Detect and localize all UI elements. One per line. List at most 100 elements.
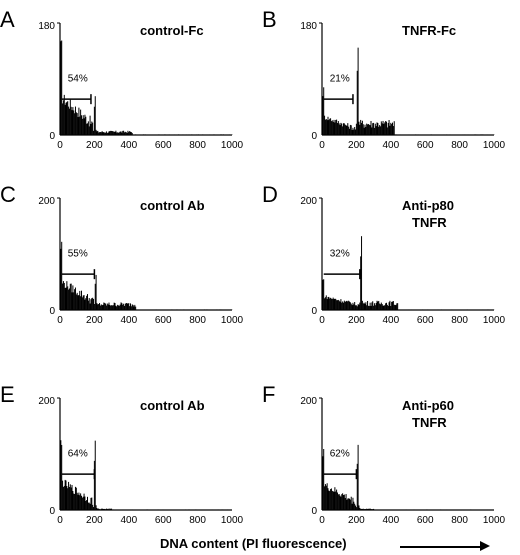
histogram-bar	[337, 494, 339, 510]
histogram-bar	[84, 114, 86, 135]
histogram-bar	[340, 299, 342, 310]
histogram-bar	[397, 303, 399, 310]
histogram-bar	[89, 303, 91, 310]
histogram-bar	[70, 106, 72, 135]
histogram-bar	[353, 129, 355, 135]
histogram-bar	[360, 119, 362, 135]
histogram-bar	[330, 298, 332, 310]
histogram-bar	[97, 508, 99, 510]
histogram-bar	[390, 122, 392, 135]
histogram-bar	[68, 481, 70, 510]
histogram-bar	[360, 256, 362, 310]
histogram-bar	[96, 131, 98, 135]
histogram-bar	[349, 301, 351, 310]
histogram-bar	[69, 484, 71, 510]
histogram-bar	[343, 494, 345, 510]
histogram-bar	[367, 124, 369, 135]
histogram-bar	[322, 279, 324, 310]
histogram-bar	[90, 299, 92, 310]
histogram-bar	[103, 132, 105, 135]
histogram-bar	[80, 109, 82, 135]
histogram-bar	[352, 302, 354, 310]
histogram-bar	[111, 305, 113, 310]
histogram-bar	[332, 121, 334, 135]
histogram-bar	[336, 300, 338, 310]
histogram-bar	[324, 484, 326, 510]
histogram-bar	[121, 303, 123, 310]
histogram-bar	[105, 508, 107, 510]
histogram-bar	[134, 304, 136, 310]
histogram-bar	[351, 305, 353, 310]
histogram-bar	[388, 120, 390, 135]
histogram-bar	[385, 302, 387, 310]
gate-percent-label: 62%	[330, 448, 350, 459]
histogram-bar	[348, 126, 350, 135]
histogram-bar	[384, 122, 386, 135]
histogram-bar	[69, 99, 71, 135]
histogram-bar	[387, 305, 389, 310]
histogram-bar	[324, 486, 326, 510]
histogram-bar	[330, 488, 332, 510]
histogram-bar	[333, 491, 335, 510]
histogram-bar	[359, 507, 361, 510]
x-tick-label: 800	[451, 315, 468, 326]
histogram-bar	[73, 292, 75, 310]
histogram-bar	[117, 305, 119, 310]
histogram-bar	[365, 302, 367, 310]
histogram-bar	[91, 298, 93, 310]
histogram-bar	[355, 505, 357, 510]
histogram-bar	[63, 94, 65, 135]
gate-percent-label: 21%	[330, 73, 350, 84]
histogram-bar	[62, 480, 64, 510]
histogram-bar	[331, 298, 333, 310]
histogram-bar	[368, 124, 370, 135]
histogram-bar	[345, 494, 347, 510]
x-tick-label: 200	[86, 315, 103, 326]
histogram-bar	[64, 287, 66, 310]
histogram-bar	[349, 124, 351, 135]
x-tick-label: 1000	[483, 315, 506, 326]
histogram-bar	[127, 303, 129, 310]
y-tick-label: 180	[300, 21, 317, 32]
histogram-bar	[349, 302, 351, 310]
histogram-bar	[366, 123, 368, 135]
histogram-bar	[109, 508, 111, 510]
histogram-bar	[324, 119, 326, 135]
panel-letter: D	[262, 182, 278, 207]
histogram-bar	[96, 303, 98, 310]
histogram-bar	[79, 290, 81, 310]
histogram-bar	[375, 126, 377, 135]
histogram-bar	[323, 279, 325, 310]
histogram-bar	[130, 131, 132, 135]
histogram-bar	[335, 119, 337, 135]
histogram-bar	[342, 123, 344, 135]
histogram-bar	[376, 300, 378, 310]
histogram-bar	[386, 127, 388, 135]
histogram-bar	[63, 282, 65, 310]
histogram-bar	[62, 103, 64, 135]
histogram-bar	[328, 490, 330, 510]
histogram-bar	[108, 131, 110, 135]
histogram-bar	[326, 120, 328, 135]
histogram-bar	[100, 132, 102, 135]
histogram-bar	[372, 301, 374, 310]
histogram-bar	[341, 494, 343, 510]
histogram-bar	[322, 456, 324, 510]
histogram-bar	[67, 488, 69, 510]
histogram-bar	[357, 444, 359, 510]
histogram-bar	[87, 300, 89, 310]
histogram-bar	[336, 123, 338, 135]
histogram-bar	[393, 121, 395, 135]
histogram-bar	[359, 124, 361, 135]
gate-percent-label: 32%	[330, 248, 350, 259]
histogram-bar	[74, 486, 76, 510]
histogram-bar	[347, 123, 349, 135]
histogram-bar	[101, 508, 103, 510]
x-tick-label: 800	[189, 315, 206, 326]
panel-title: control-Fc	[140, 23, 204, 38]
histogram-bar	[377, 301, 379, 310]
histogram-bar	[63, 485, 65, 510]
histogram-bar	[99, 132, 101, 135]
histogram-bar	[75, 294, 77, 310]
